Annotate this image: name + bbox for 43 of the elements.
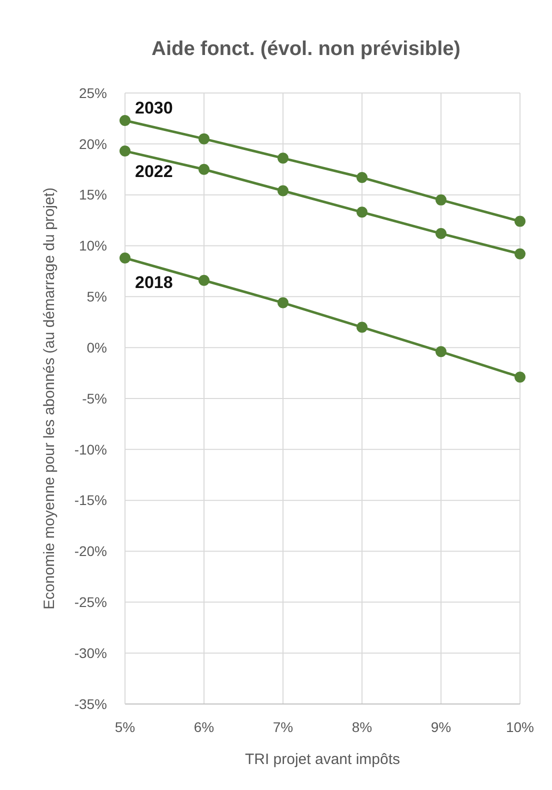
y-axis-title: Economie moyenne pour les abonnés (au démarrage du projet) bbox=[41, 188, 58, 610]
y-tick-label: 25% bbox=[78, 84, 107, 101]
y-tick-label: -20% bbox=[74, 543, 107, 560]
point bbox=[278, 185, 288, 196]
point bbox=[436, 194, 446, 206]
y-tick-label: -5% bbox=[82, 390, 107, 406]
y-tick-label: -35% bbox=[74, 696, 107, 712]
x-tick-label: 8% bbox=[352, 719, 372, 735]
y-tick-label: 10% bbox=[78, 238, 107, 254]
series-label: 2030 bbox=[135, 98, 173, 118]
y-tick-label: -15% bbox=[74, 492, 107, 508]
point bbox=[356, 172, 368, 184]
point bbox=[120, 146, 130, 157]
point bbox=[514, 216, 526, 227]
y-tick-label: -25% bbox=[74, 594, 107, 610]
point bbox=[198, 164, 210, 175]
point bbox=[278, 297, 288, 308]
series-label: 2018 bbox=[135, 272, 173, 292]
y-tick-label: 20% bbox=[78, 136, 107, 152]
y-tick-label: 0% bbox=[86, 339, 107, 356]
point bbox=[356, 206, 368, 218]
x-tick-label: 5% bbox=[114, 719, 136, 735]
point bbox=[436, 346, 446, 358]
point bbox=[514, 248, 526, 260]
x-axis-title: TRI projet avant impôts bbox=[244, 751, 400, 768]
x-tick-label: 6% bbox=[194, 719, 214, 735]
point bbox=[120, 114, 130, 126]
y-tick-label: -30% bbox=[74, 644, 107, 661]
chart-title: Aide fonct. (évol. non prévisible) bbox=[152, 38, 460, 60]
point bbox=[278, 152, 288, 164]
series-label: 2022 bbox=[135, 162, 173, 182]
x-tick-label: 9% bbox=[430, 719, 452, 735]
point bbox=[514, 372, 526, 383]
point bbox=[356, 322, 368, 333]
y-tick-label: -10% bbox=[74, 441, 107, 458]
point bbox=[436, 228, 446, 240]
x-tick-label: 7% bbox=[272, 719, 294, 735]
point bbox=[198, 133, 210, 144]
point bbox=[198, 274, 210, 286]
x-tick-label: 10% bbox=[506, 719, 534, 735]
point bbox=[120, 252, 130, 264]
y-tick-label: 5% bbox=[86, 288, 107, 305]
y-tick-label: 15% bbox=[78, 186, 107, 203]
